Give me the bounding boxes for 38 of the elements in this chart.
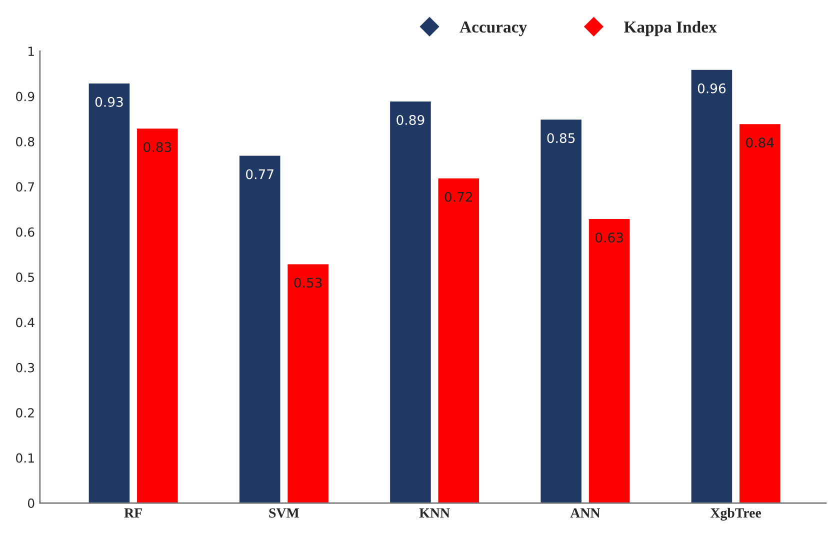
x-tick-label: RF	[124, 508, 142, 518]
y-tick-label: 0.5	[16, 272, 34, 282]
y-tick-label: 0.4	[16, 318, 34, 328]
y-tick-label: 0.6	[16, 227, 34, 237]
data-label: 0.85	[547, 133, 575, 144]
y-tick-label: 0.8	[16, 136, 34, 146]
bar	[436, 176, 480, 504]
data-label: 0.72	[444, 192, 472, 202]
legend-label: Kappa Index	[624, 20, 717, 36]
y-tick-label: 0.7	[16, 182, 34, 192]
data-label: 0.93	[95, 96, 123, 107]
data-label: 0.63	[595, 232, 623, 242]
x-tick-label: KNN	[419, 508, 450, 518]
data-label: 0.89	[396, 115, 424, 125]
y-tick-label: 0.9	[16, 92, 34, 102]
x-tick-label: SVM	[269, 508, 299, 518]
y-tick-label: 1	[28, 46, 34, 56]
x-tick-label: XgbTree	[710, 508, 762, 521]
bar	[388, 100, 432, 504]
bar	[588, 218, 632, 504]
bar	[539, 118, 583, 504]
bar	[738, 122, 782, 504]
data-label: 0.77	[246, 169, 274, 180]
y-tick-label: 0.2	[16, 408, 34, 418]
bar	[690, 68, 734, 504]
bar	[286, 262, 330, 504]
data-label: 0.84	[746, 138, 774, 148]
bar	[136, 127, 180, 504]
x-tick-label: ANN	[570, 508, 600, 518]
y-tick-label: 0.3	[16, 362, 34, 372]
data-label: 0.96	[698, 83, 726, 94]
legend-label: Accuracy	[460, 22, 527, 36]
data-label: 0.83	[144, 142, 172, 152]
bar	[87, 82, 132, 504]
data-label: 0.53	[294, 278, 322, 288]
bar	[238, 154, 282, 504]
y-tick-label: 0.1	[16, 453, 34, 463]
y-tick-label: 0	[28, 498, 34, 508]
